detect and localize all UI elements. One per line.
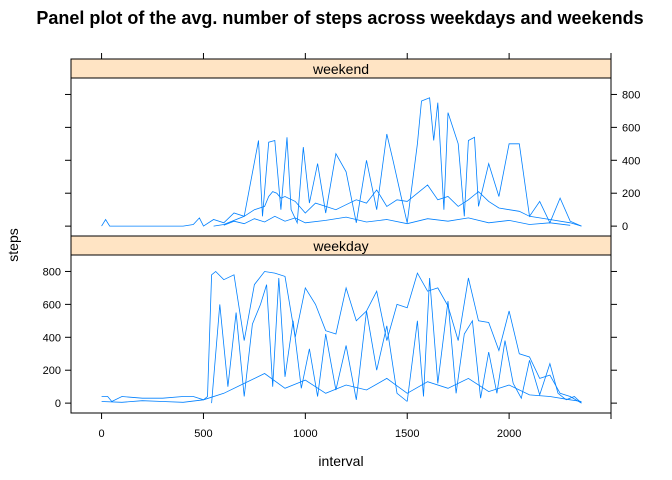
y-tick-label: 600 <box>43 299 61 311</box>
y-tick-label: 0 <box>55 398 61 410</box>
plot-frame-weekday <box>70 254 612 414</box>
x-tick-label: 0 <box>99 428 105 440</box>
x-axis-label: interval <box>318 453 363 469</box>
plot-frame-weekend <box>70 77 612 237</box>
series-line-weekend-2 <box>213 133 408 227</box>
series-line-weekday-1 <box>101 270 582 404</box>
series-line-weekday-2 <box>211 277 408 404</box>
series-line-weekend-1 <box>101 184 582 227</box>
strip-label-weekday: weekday <box>312 238 368 254</box>
y-tick-label: 400 <box>622 155 640 167</box>
series-line-weekday-4 <box>101 373 582 403</box>
panels-group: weekend 0 200 400 600 800 weekday 0 200 400 600 800… <box>43 53 640 440</box>
panel-weekday: weekday 0 200 400 600 800 <box>43 235 617 414</box>
y-tick-label: 400 <box>43 332 61 344</box>
y-axis-label: steps <box>5 228 21 261</box>
panel-weekend: weekend 0 200 400 600 800 <box>65 58 640 237</box>
chart-title: Panel plot of the avg. number of steps a… <box>36 8 643 28</box>
y-tick-label: 600 <box>622 122 640 134</box>
y-tick-label: 200 <box>622 188 640 200</box>
series-line-weekend-3 <box>406 97 582 227</box>
y-tick-label: 800 <box>622 89 640 101</box>
x-tick-label: 500 <box>194 428 212 440</box>
series-line-weekday-3 <box>406 277 582 404</box>
y-tick-label: 800 <box>43 266 61 278</box>
y-tick-label: 0 <box>622 221 628 233</box>
strip-label-weekend: weekend <box>312 61 369 77</box>
y-tick-label: 200 <box>43 365 61 377</box>
x-tick-label: 1500 <box>395 428 419 440</box>
x-axis: 0 500 1000 1500 2000 <box>99 53 612 440</box>
x-tick-label: 2000 <box>497 428 521 440</box>
series-line-weekend-4 <box>223 215 571 226</box>
x-tick-label: 1000 <box>293 428 317 440</box>
